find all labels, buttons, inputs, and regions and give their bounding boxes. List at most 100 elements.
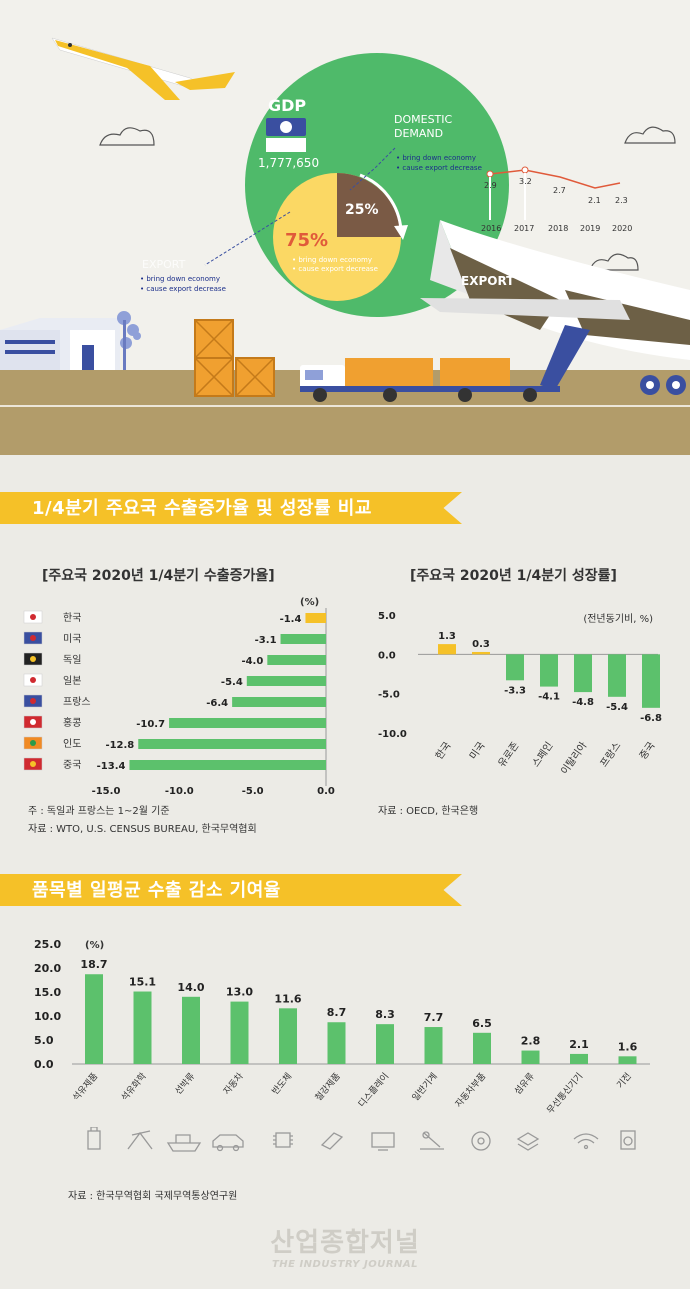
growth-chart-bar bbox=[608, 654, 626, 697]
gdp-label: GDP bbox=[268, 96, 307, 115]
growth-chart-tick-label: -10.0 bbox=[378, 729, 407, 740]
export-chart-title: [주요국 2020년 1/4분기 수출증가율] bbox=[42, 568, 275, 584]
mini-year-2017: 2017 bbox=[514, 224, 535, 233]
item-chart-value-label: 2.1 bbox=[569, 1038, 589, 1051]
item-chart-tick-label: 0.0 bbox=[34, 1058, 54, 1071]
export-chart-category: 인도 bbox=[63, 738, 81, 750]
item-chart-value-label: 15.1 bbox=[129, 976, 156, 989]
textile-icon bbox=[516, 1132, 540, 1151]
steel-icon bbox=[320, 1132, 344, 1150]
growth-chart-tick-label: 0.0 bbox=[378, 650, 396, 661]
flag-emblem bbox=[30, 635, 36, 641]
flag-emblem bbox=[30, 656, 36, 662]
item-chart-bar bbox=[570, 1053, 588, 1064]
export-chart-category: 중국 bbox=[63, 759, 81, 771]
flag-emblem bbox=[30, 740, 36, 746]
item-chart-category: 철강제품 bbox=[313, 1071, 343, 1103]
export-growth-chart: (%) 한국 -1.4 미국 -3.1 독일 -4.0 일본 -5.4 프랑스 -6.4 홍콩 -10.… bbox=[23, 597, 335, 797]
item-chart-tick-label: 15.0 bbox=[34, 986, 61, 999]
export-chart-value-label: -1.4 bbox=[280, 614, 302, 625]
item-chart-category: 섬유류 bbox=[512, 1071, 536, 1097]
flag-emblem bbox=[30, 677, 36, 683]
mini-value-2017: 3.2 bbox=[519, 177, 532, 186]
mini-value-2018: 2.7 bbox=[553, 186, 566, 195]
item-chart-category: 자동차 bbox=[221, 1070, 247, 1097]
item-chart-source: 자료 : 한국무역협회 국제무역통상연구원 bbox=[68, 1191, 238, 1202]
gdp-growth-chart: 5.0 0.0 -5.0 -10.0 (전년동기비, %) 1.3 한국 0.3 미국 -3.3 유… bbox=[378, 611, 662, 777]
flag-emblem bbox=[30, 698, 36, 704]
gdp-value: 1,777,650 bbox=[258, 156, 320, 170]
mini-year-2020: 2020 bbox=[612, 224, 633, 233]
mini-year-2018: 2018 bbox=[548, 224, 569, 233]
growth-chart-value-label: 1.3 bbox=[438, 631, 456, 642]
export-chart-value-label: -5.4 bbox=[221, 677, 243, 688]
warehouse-icon bbox=[0, 311, 141, 370]
export-chart-bar bbox=[280, 634, 326, 644]
export-left-bullet-2: • cause export decrease bbox=[140, 285, 226, 293]
car-icon bbox=[212, 1134, 244, 1152]
cloud-icon bbox=[624, 126, 676, 144]
growth-chart-category: 이탈리아 bbox=[558, 739, 590, 777]
export-chart-bar bbox=[246, 676, 326, 686]
item-chart-category: 석유제품 bbox=[71, 1071, 101, 1103]
pie-domestic-percent: 25% bbox=[345, 202, 379, 218]
item-chart-value-label: 8.7 bbox=[327, 1006, 347, 1019]
export-chart-unit: (%) bbox=[300, 597, 319, 608]
growth-chart-bar bbox=[506, 654, 524, 681]
export-chart-tick-label: -5.0 bbox=[242, 786, 264, 797]
growth-chart-bar bbox=[472, 651, 490, 655]
section2-title: 품목별 일평균 수출 감소 기여율 bbox=[32, 880, 281, 901]
export-chart-value-label: -10.7 bbox=[136, 719, 165, 730]
growth-chart-tick-label: 5.0 bbox=[378, 611, 396, 622]
export-chart-bar bbox=[129, 760, 326, 770]
growth-chart-value-label: -4.8 bbox=[572, 697, 594, 708]
section2-banner: 품목별 일평균 수출 감소 기여율 bbox=[0, 870, 462, 910]
machine-icon bbox=[420, 1131, 444, 1150]
domestic-title-line2: DEMAND bbox=[394, 127, 444, 140]
growth-chart-category: 스페인 bbox=[530, 740, 556, 769]
growth-chart-tick-label: -5.0 bbox=[378, 690, 400, 701]
wifi-icon bbox=[573, 1133, 599, 1150]
cloud-icon bbox=[99, 127, 155, 146]
export-chart-tick-label: -15.0 bbox=[92, 786, 121, 797]
export-chart-source: 자료 : WTO, U.S. CENSUS BUREAU, 한국무역협회 bbox=[28, 824, 257, 835]
item-chart-bar bbox=[327, 1022, 346, 1064]
item-chart-category: 자동차부품 bbox=[452, 1070, 488, 1109]
item-chart-bar bbox=[85, 974, 103, 1064]
growth-chart-bar bbox=[642, 654, 660, 708]
item-chart-category: 반도체 bbox=[270, 1071, 294, 1097]
flag-icon bbox=[23, 694, 43, 708]
inner-bullet-1: • bring down economy bbox=[292, 256, 372, 264]
mini-year-2016: 2016 bbox=[481, 224, 502, 233]
flag-icon bbox=[23, 610, 43, 624]
item-chart-bar bbox=[279, 1008, 297, 1064]
mini-line-chart bbox=[486, 166, 621, 220]
item-chart-bar bbox=[230, 1001, 249, 1064]
pie-export-percent: 75% bbox=[285, 230, 329, 251]
growth-chart-bar bbox=[574, 654, 592, 693]
flag-icon bbox=[23, 715, 43, 729]
export-chart-value-label: -4.0 bbox=[241, 656, 263, 667]
item-chart-category: 선박류 bbox=[173, 1071, 197, 1097]
item-chart-category: 일반기계 bbox=[409, 1070, 439, 1103]
ship-icon bbox=[166, 1134, 202, 1152]
growth-chart-value-label: -5.4 bbox=[606, 702, 628, 713]
growth-chart-value-label: 0.3 bbox=[472, 639, 490, 650]
domestic-bullet-1: • bring down economy bbox=[396, 154, 476, 162]
display-icon bbox=[371, 1132, 395, 1151]
growth-chart-category: 유로존 bbox=[496, 740, 522, 769]
item-chart-tick-label: 5.0 bbox=[34, 1034, 54, 1047]
domestic-bullet-2: • cause export decrease bbox=[396, 164, 482, 172]
flag-icon bbox=[23, 673, 43, 687]
export-chart-value-label: -6.4 bbox=[206, 698, 228, 709]
item-chart-value-label: 18.7 bbox=[80, 958, 107, 971]
export-chart-bar bbox=[305, 613, 326, 623]
item-chart-bar bbox=[618, 1056, 637, 1064]
item-chart-value-label: 13.0 bbox=[226, 986, 253, 999]
export-chart-value-label: -12.8 bbox=[105, 740, 134, 751]
item-chart-value-label: 7.7 bbox=[424, 1011, 444, 1024]
item-chart-category: 석유화학 bbox=[119, 1071, 149, 1103]
airplane-icon bbox=[51, 37, 235, 100]
growth-chart-category: 프랑스 bbox=[598, 740, 624, 769]
mini-value-2019: 2.1 bbox=[588, 196, 601, 205]
